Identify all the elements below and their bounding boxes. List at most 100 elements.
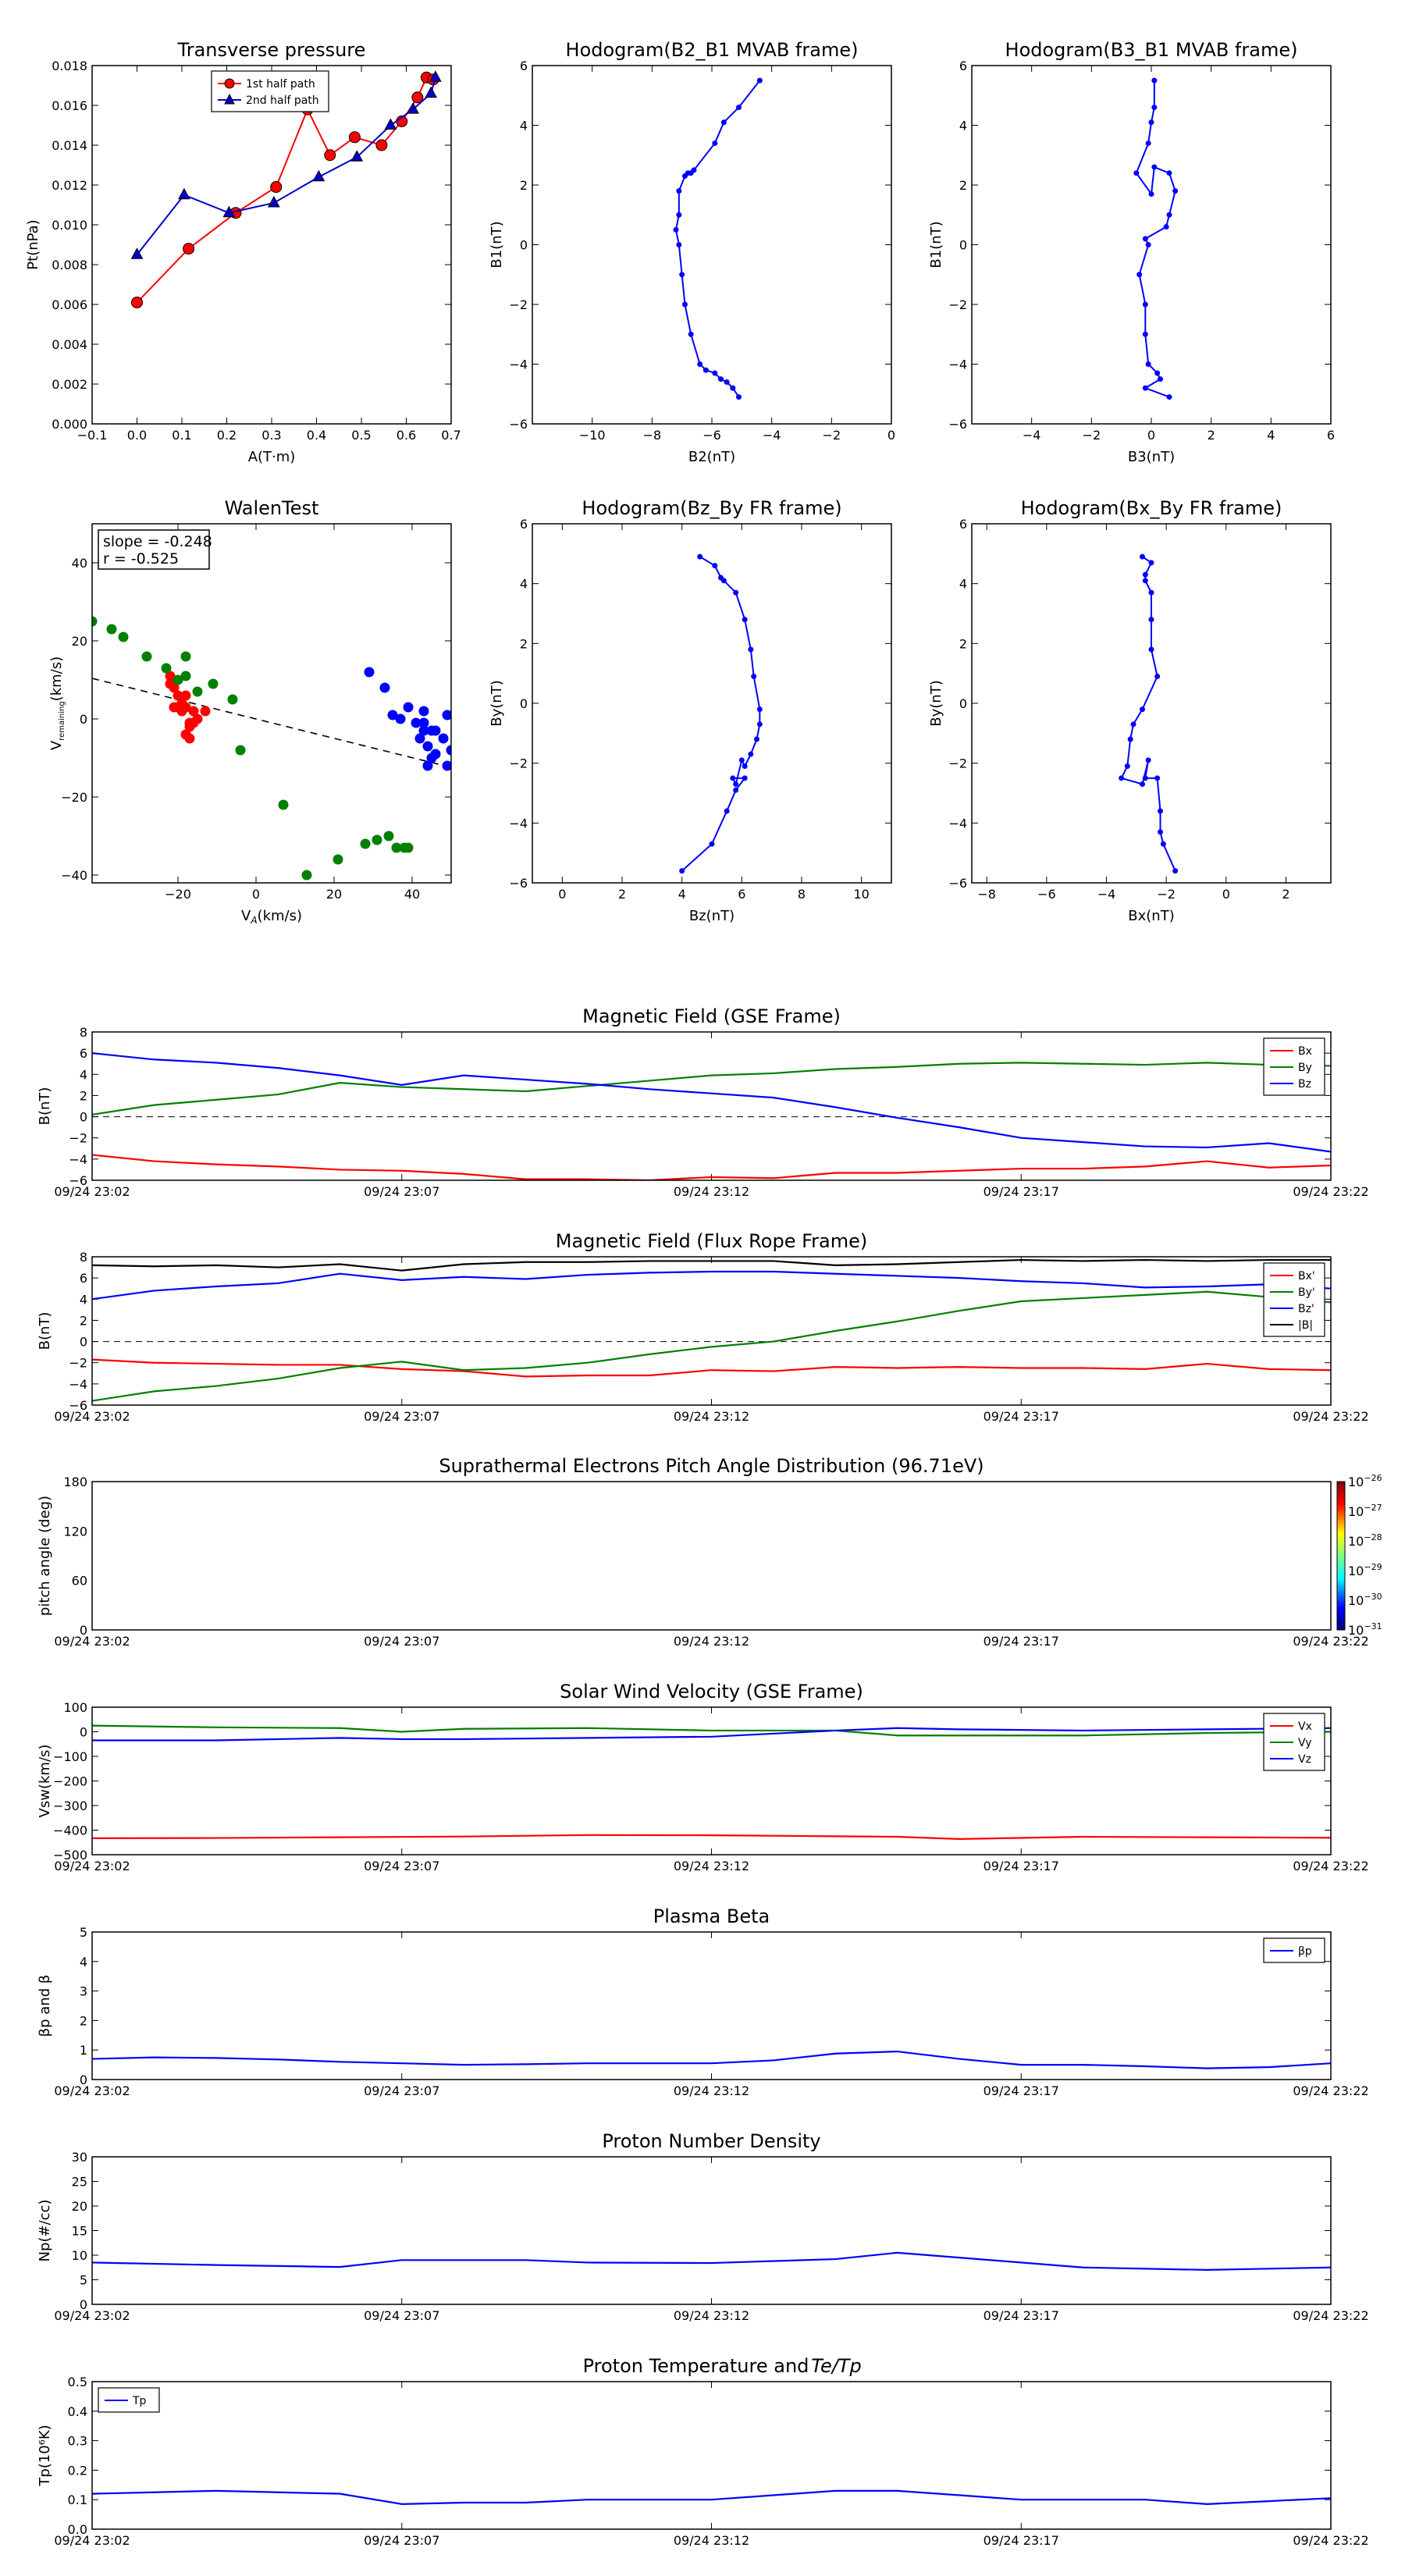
x-tick-label: −2 <box>823 428 841 443</box>
series-line <box>92 2050 1331 2069</box>
data-point <box>173 690 183 701</box>
data-point <box>106 624 117 635</box>
data-point <box>736 105 742 111</box>
y-tick-label: 15 <box>72 2224 87 2239</box>
data-point <box>411 91 424 104</box>
x-tick-label: −4 <box>763 428 781 443</box>
data-point <box>1154 674 1161 679</box>
plot-frame <box>91 523 452 884</box>
data-point <box>679 868 685 874</box>
data-point <box>756 706 763 713</box>
y-tick-label: −2 <box>69 1356 87 1371</box>
data-point <box>1172 868 1179 874</box>
data-point <box>730 385 736 391</box>
series-Bx <box>92 1154 1331 1180</box>
series-Vz <box>92 1727 1331 1742</box>
plot-frame <box>532 523 892 884</box>
x-tick-label: 09/24 23:12 <box>674 1409 749 1424</box>
data-point <box>1163 224 1169 230</box>
data-point <box>733 781 739 787</box>
y-tick-label: 0 <box>959 696 967 711</box>
chart-bgse: Magnetic Field (GSE Frame) 09/24 23:02 09/… <box>37 1005 1369 1199</box>
data-point <box>442 760 451 771</box>
data-point <box>268 195 280 208</box>
data-point <box>131 296 143 308</box>
y-tick-label: −300 <box>53 1799 87 1813</box>
y-tick-label: −500 <box>53 1848 87 1863</box>
series-line <box>92 2251 1331 2272</box>
x-tick-label: 0 <box>1222 887 1230 902</box>
y-tick-label: −4 <box>509 816 528 831</box>
x-tick-label: 09/24 23:07 <box>364 2083 439 2098</box>
y-tick-label: −4 <box>948 358 967 372</box>
data-point <box>720 119 727 126</box>
y-axis-label: Vremaining(km/s) <box>48 656 66 750</box>
y-axis-label: B1(nT) <box>489 221 505 268</box>
data-point <box>738 757 745 763</box>
y-tick-label: −2 <box>509 756 528 771</box>
data-point <box>1166 394 1172 400</box>
data-point <box>712 563 718 569</box>
data-point <box>395 713 406 724</box>
series-line <box>92 1258 1331 1272</box>
data-point <box>756 721 763 728</box>
x-tick-label: 09/24 23:07 <box>364 1409 439 1424</box>
chart-title: Proton Number Density <box>602 2130 820 2152</box>
y-tick-label: 0.0 <box>68 2522 87 2537</box>
chart-vsw: Solar Wind Velocity (GSE Frame) 09/24 23:… <box>37 1681 1369 1873</box>
data-point <box>407 102 419 114</box>
y-tick-label: −6 <box>948 417 967 432</box>
y-tick-label: −6 <box>509 417 528 432</box>
y-tick-label: 4 <box>520 119 528 133</box>
data-point <box>1127 736 1133 742</box>
series-2 <box>364 667 451 771</box>
data-point <box>1119 775 1125 781</box>
legend: βp <box>1263 1937 1325 1963</box>
x-tick-label: 09/24 23:02 <box>54 1409 130 1424</box>
legend-label: Bz <box>1298 1078 1311 1091</box>
data-point <box>1148 617 1154 623</box>
data-point <box>387 710 398 720</box>
y-tick-label: 60 <box>72 1574 87 1589</box>
x-tick-label: 09/24 23:17 <box>984 1859 1059 1873</box>
y-tick-label: 0.008 <box>52 258 87 272</box>
x-tick-label: 09/24 23:12 <box>674 2533 749 2548</box>
y-tick-label: 0.018 <box>52 59 87 73</box>
series-By <box>92 1062 1331 1115</box>
y-tick-label: 4 <box>959 119 967 133</box>
plot-frame <box>971 523 1332 884</box>
y-tick-label: 1 <box>80 2043 87 2058</box>
x-tick-label: 09/24 23:22 <box>1293 1859 1368 1873</box>
y-tick-label: −6 <box>69 1398 87 1413</box>
data-point <box>1142 385 1148 391</box>
data-point <box>751 674 757 679</box>
y-tick-label: 2 <box>80 1088 87 1103</box>
data-point <box>679 272 685 278</box>
y-axis-label: pitch angle (deg) <box>37 1496 53 1616</box>
x-tick-label: −8 <box>643 428 662 443</box>
x-tick-label: 0.4 <box>307 428 326 443</box>
data-point <box>178 187 190 200</box>
y-axis-label: By(nT) <box>928 680 944 726</box>
colorbar-label: 10−29 <box>1348 1562 1382 1578</box>
y-tick-label: 0.4 <box>68 2404 87 2419</box>
plot-area <box>92 2050 1331 2069</box>
data-point <box>184 733 195 744</box>
colorbar-label: 10−30 <box>1348 1592 1382 1608</box>
x-axis-label: Bx(nT) <box>1128 908 1174 924</box>
y-tick-label: 2 <box>80 2013 87 2028</box>
y-tick-label: 25 <box>72 2175 87 2190</box>
y-tick-label: 2 <box>959 636 967 651</box>
chart-bfr: Magnetic Field (Flux Rope Frame) 09/24 23… <box>37 1230 1369 1424</box>
plot-frame <box>91 1706 1332 1856</box>
data-point <box>192 713 203 724</box>
data-point <box>1142 301 1148 308</box>
data-point <box>333 854 343 865</box>
y-tick-label: 4 <box>959 577 967 592</box>
x-tick-label: 09/24 23:07 <box>364 1634 439 1649</box>
data-point <box>1142 578 1148 584</box>
data-point <box>430 725 441 736</box>
y-tick-label: 2 <box>959 178 967 193</box>
x-axis-label: B2(nT) <box>688 449 735 465</box>
